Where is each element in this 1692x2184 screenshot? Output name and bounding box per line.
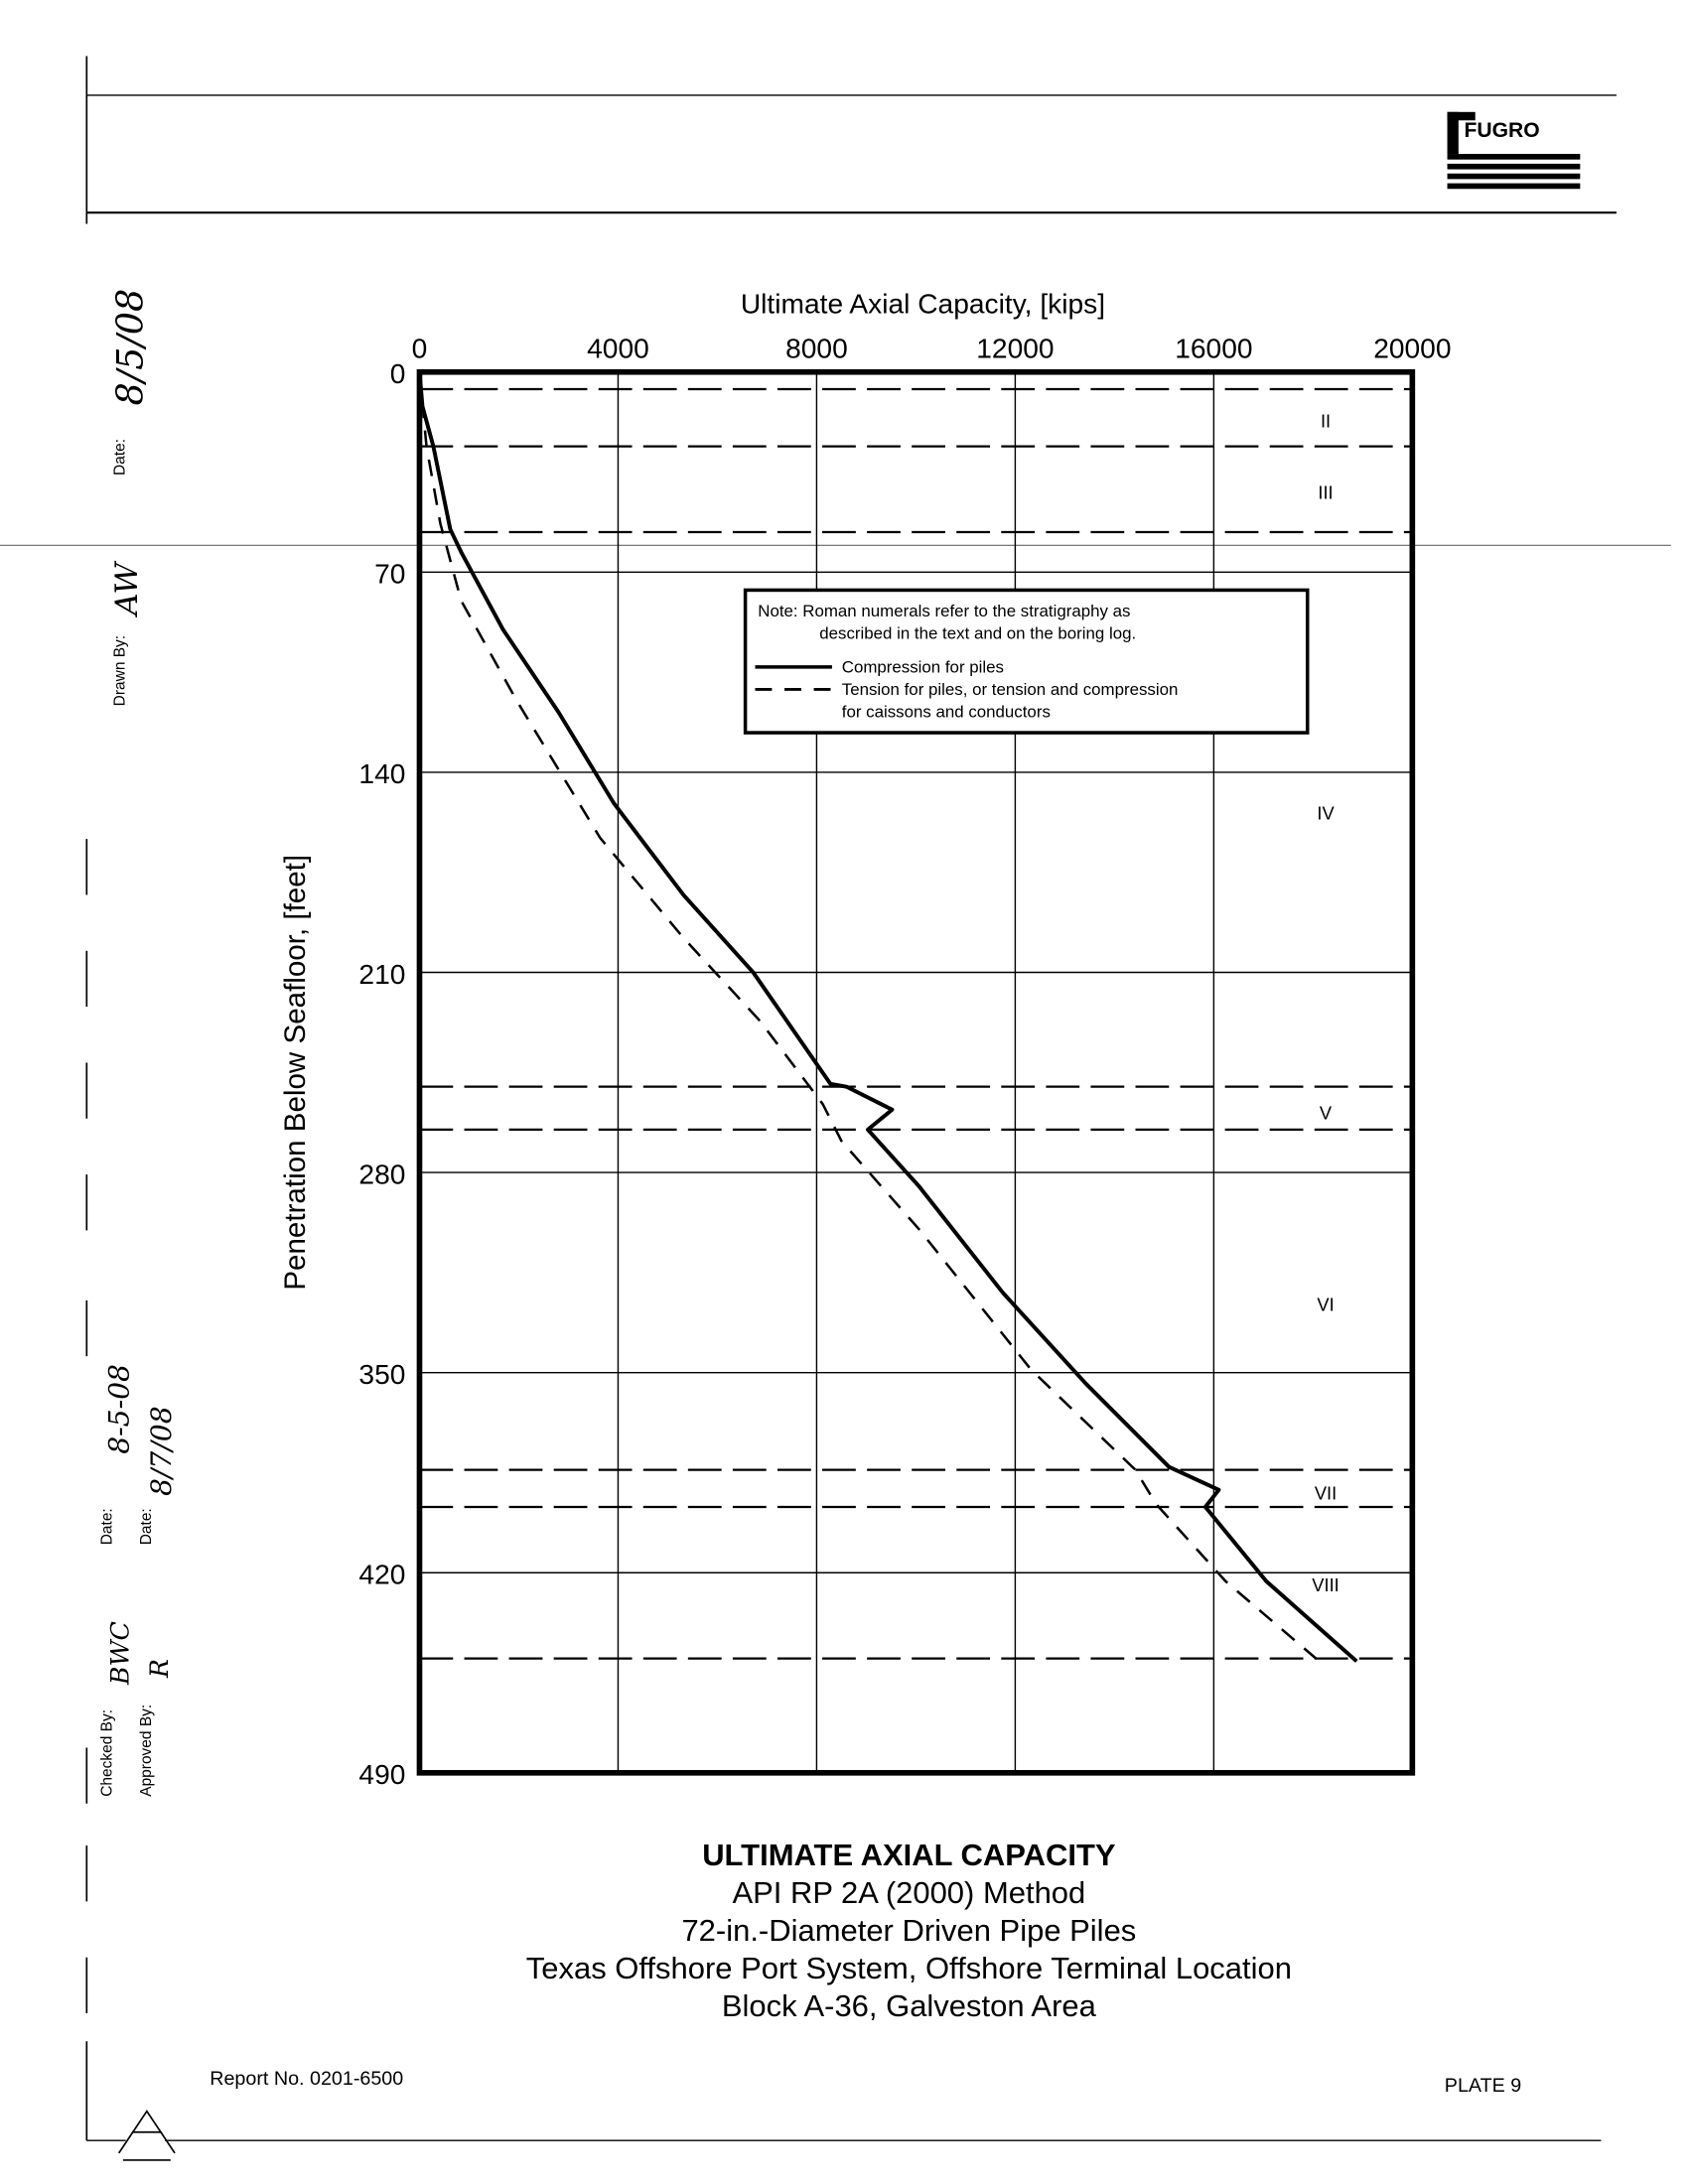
y-tick-label: 420	[358, 1560, 405, 1590]
legend-entry-tension-2: for caissons and conductors	[842, 703, 1051, 722]
legend: Note: Roman numerals refer to the strati…	[743, 588, 1310, 735]
page-rules	[0, 56, 1671, 2141]
approved-by-label: Approved By:	[138, 1705, 155, 1797]
y-tick-label: 70	[374, 559, 405, 590]
legend-note-line2: described in the text and on the boring …	[819, 624, 1136, 643]
strata-label: VII	[1315, 1483, 1337, 1504]
capacity-chart: 0 4000 8000 12000 16000 20000 0 70 140 210 280 350…	[279, 289, 1451, 1790]
svg-text:FUGRO: FUGRO	[1464, 119, 1539, 142]
x-tick-label: 4000	[587, 334, 649, 364]
strata-label: VIII	[1312, 1574, 1339, 1595]
legend-entry-tension-1: Tension for piles, or tension and compre…	[842, 680, 1179, 699]
strata-label: IV	[1317, 802, 1335, 823]
approved-by-signature: R	[144, 1659, 174, 1679]
checked-by-label: Checked By:	[99, 1709, 116, 1797]
legend-note-line1: Note: Roman numerals refer to the strati…	[758, 602, 1130, 620]
plate-number: PLATE 9	[1445, 2075, 1521, 2097]
legend-entry-compression: Compression for piles	[842, 658, 1004, 677]
x-tick-label: 16000	[1175, 334, 1252, 364]
plot-frame	[416, 368, 1416, 1776]
y-tick-label: 0	[390, 358, 406, 389]
report-number: Report No. 0201-6500	[210, 2068, 403, 2090]
strata-boundaries	[419, 387, 1413, 1660]
x-tick-labels: 0 4000 8000 12000 16000 20000	[412, 334, 1452, 364]
series	[417, 371, 1358, 1663]
grid	[419, 371, 1413, 1773]
x-tick-label: 12000	[976, 334, 1054, 364]
date-1-handwritten: 8/5/08	[109, 289, 152, 406]
date-label-1: Date:	[111, 439, 128, 476]
y-tick-label: 140	[358, 758, 405, 789]
y-tick-label: 490	[358, 1759, 405, 1790]
caption-title: ULTIMATE AXIAL CAPACITY	[702, 1838, 1116, 1872]
drawn-by-label: Drawn By:	[111, 635, 128, 706]
compression-curve	[417, 371, 1358, 1663]
fugro-logo: FUGRO	[1447, 111, 1581, 190]
tension-curve	[418, 371, 1318, 1660]
x-axis-title: Ultimate Axial Capacity, [kips]	[741, 289, 1105, 320]
y-tick-label: 210	[358, 959, 405, 990]
strata-label: V	[1320, 1103, 1333, 1124]
x-tick-label: 8000	[785, 334, 848, 364]
x-tick-label: 0	[412, 334, 428, 364]
caption-location: Block A-36, Galveston Area	[722, 1988, 1097, 2023]
strata-label: VI	[1317, 1295, 1334, 1315]
date-label-3: Date:	[138, 1508, 155, 1545]
caption-project: Texas Offshore Port System, Offshore Ter…	[526, 1951, 1292, 1985]
checked-by-signature: BWC	[105, 1621, 135, 1686]
caption-method: API RP 2A (2000) Method	[732, 1875, 1085, 1910]
date-label-2: Date:	[99, 1508, 116, 1545]
drawn-by-signature: AW	[109, 561, 145, 618]
recycle-icon	[117, 2110, 176, 2161]
legend-box	[743, 588, 1310, 735]
plate-caption: ULTIMATE AXIAL CAPACITY API RP 2A (2000)…	[526, 1838, 1292, 2023]
caption-pile: 72-in.-Diameter Driven Pipe Piles	[681, 1913, 1136, 1948]
strata-label: III	[1318, 482, 1333, 503]
y-tick-label: 280	[358, 1159, 405, 1189]
date-3-handwritten: 8/7/08	[145, 1406, 178, 1496]
y-axis-title: Penetration Below Seafloor, [feet]	[279, 855, 312, 1291]
y-tick-label: 350	[358, 1359, 405, 1390]
strata-label: II	[1321, 411, 1331, 432]
date-2-handwritten: 8-5-08	[103, 1364, 136, 1454]
x-tick-label: 20000	[1373, 334, 1451, 364]
y-tick-labels: 0 70 140 210 280 350 420 490	[358, 358, 405, 1790]
signoff-block: Drawn By: AW Date: 8/5/08 Checked By: BW…	[99, 289, 178, 1797]
